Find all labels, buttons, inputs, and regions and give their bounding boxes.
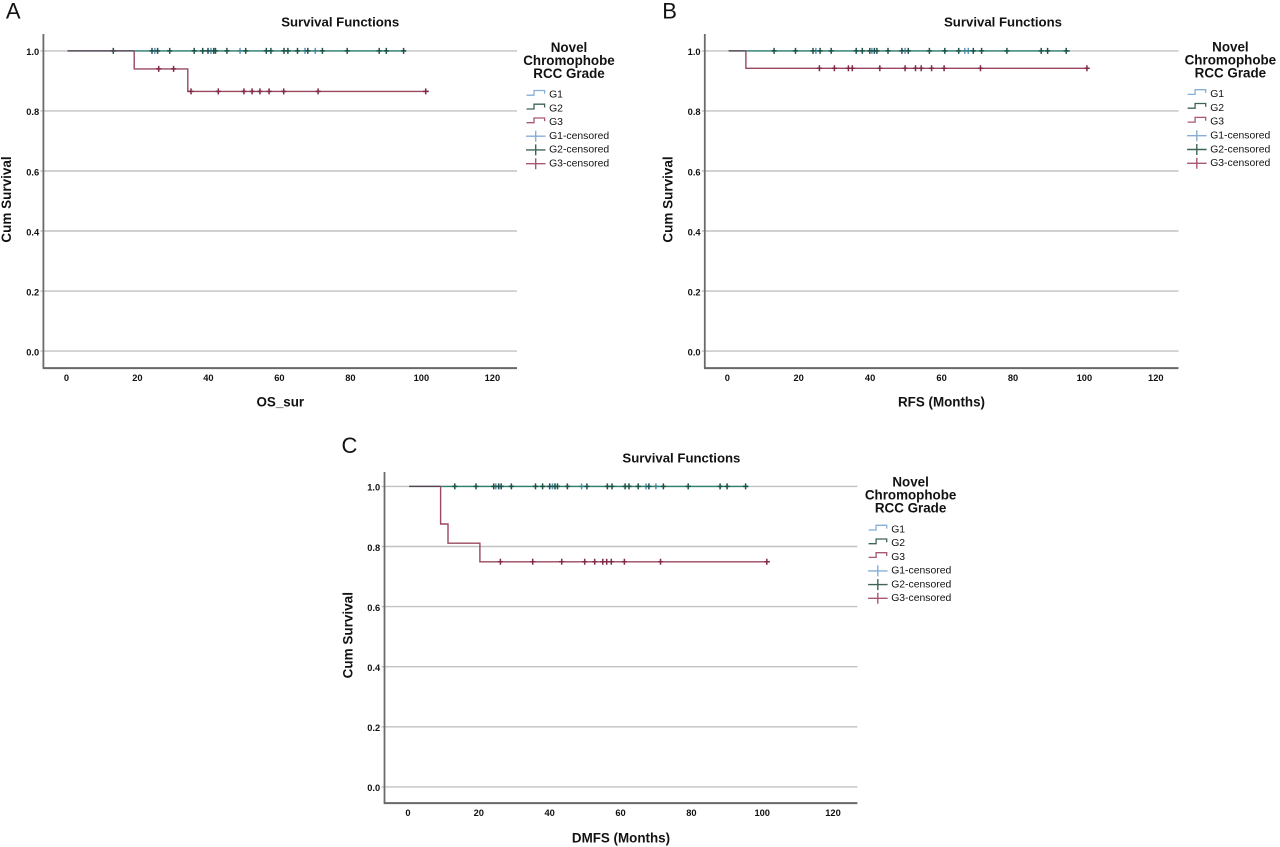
svg-text:RCC Grade: RCC Grade	[875, 501, 946, 516]
svg-text:G2-censored: G2-censored	[891, 579, 951, 590]
svg-text:G2: G2	[549, 104, 563, 115]
svg-text:G1: G1	[891, 525, 905, 536]
svg-text:G1: G1	[1210, 89, 1224, 100]
svg-text:DMFS (Months): DMFS (Months)	[572, 831, 670, 846]
svg-text:0: 0	[405, 808, 410, 818]
svg-text:0.2: 0.2	[26, 287, 39, 297]
svg-text:0.8: 0.8	[367, 543, 380, 553]
svg-text:0.0: 0.0	[26, 347, 39, 357]
svg-text:0.6: 0.6	[26, 167, 39, 177]
svg-text:80: 80	[686, 808, 696, 818]
svg-text:G2: G2	[1210, 103, 1224, 114]
svg-text:0: 0	[64, 373, 69, 383]
svg-text:0.2: 0.2	[367, 723, 380, 733]
svg-text:G3-censored: G3-censored	[891, 593, 951, 604]
svg-text:G2-censored: G2-censored	[549, 145, 609, 156]
svg-text:RCC Grade: RCC Grade	[533, 66, 604, 81]
svg-text:B: B	[662, 0, 677, 23]
svg-text:A: A	[6, 0, 21, 23]
svg-text:G3: G3	[1210, 117, 1224, 128]
svg-text:20: 20	[474, 808, 484, 818]
svg-text:G3: G3	[891, 552, 905, 563]
svg-text:40: 40	[545, 808, 555, 818]
svg-text:Chromophobe: Chromophobe	[1185, 53, 1277, 68]
svg-text:Cum Survival: Cum Survival	[661, 156, 676, 242]
svg-text:G3: G3	[549, 117, 563, 128]
svg-text:1.0: 1.0	[367, 483, 380, 493]
svg-text:0.2: 0.2	[688, 287, 701, 297]
svg-text:120: 120	[1148, 373, 1164, 383]
svg-text:100: 100	[754, 808, 770, 818]
svg-text:G3-censored: G3-censored	[549, 158, 609, 169]
svg-text:40: 40	[865, 373, 875, 383]
svg-text:120: 120	[825, 808, 841, 818]
svg-text:20: 20	[132, 373, 142, 383]
svg-text:1.0: 1.0	[26, 47, 39, 57]
svg-text:100: 100	[414, 373, 430, 383]
svg-text:G2-censored: G2-censored	[1210, 144, 1270, 155]
svg-text:Cum Survival: Cum Survival	[341, 592, 356, 678]
svg-text:Novel: Novel	[551, 40, 587, 55]
svg-text:Novel: Novel	[1212, 40, 1248, 55]
svg-text:80: 80	[345, 373, 355, 383]
svg-text:0.6: 0.6	[688, 167, 701, 177]
svg-text:Chromophobe: Chromophobe	[523, 53, 615, 68]
svg-text:RCC Grade: RCC Grade	[1195, 66, 1266, 81]
svg-text:Survival Functions: Survival Functions	[281, 15, 399, 30]
svg-text:0.8: 0.8	[26, 107, 39, 117]
svg-text:0.6: 0.6	[367, 603, 380, 613]
svg-text:OS_sur: OS_sur	[256, 394, 304, 409]
svg-text:60: 60	[274, 373, 284, 383]
svg-text:40: 40	[203, 373, 213, 383]
svg-text:Cum Survival: Cum Survival	[0, 156, 14, 242]
svg-text:Survival Functions: Survival Functions	[944, 15, 1062, 30]
svg-text:0.4: 0.4	[367, 663, 381, 673]
svg-text:G1-censored: G1-censored	[1210, 130, 1270, 141]
svg-text:Survival Functions: Survival Functions	[622, 450, 740, 465]
svg-text:RFS (Months): RFS (Months)	[898, 394, 985, 409]
svg-text:100: 100	[1077, 373, 1093, 383]
svg-text:G3-censored: G3-censored	[1210, 158, 1270, 169]
svg-text:Chromophobe: Chromophobe	[865, 488, 957, 503]
svg-text:80: 80	[1008, 373, 1018, 383]
svg-text:Novel: Novel	[892, 475, 928, 490]
svg-text:C: C	[342, 433, 358, 458]
svg-text:20: 20	[794, 373, 804, 383]
svg-text:G2: G2	[891, 538, 905, 549]
svg-text:60: 60	[615, 808, 625, 818]
svg-text:60: 60	[936, 373, 946, 383]
svg-text:0.0: 0.0	[367, 783, 380, 793]
svg-text:1.0: 1.0	[688, 47, 701, 57]
svg-text:0.4: 0.4	[26, 227, 40, 237]
svg-text:0.4: 0.4	[688, 227, 702, 237]
svg-text:G1-censored: G1-censored	[549, 131, 609, 142]
svg-text:120: 120	[485, 373, 501, 383]
svg-text:0.8: 0.8	[688, 107, 701, 117]
svg-text:G1-censored: G1-censored	[891, 566, 951, 577]
svg-text:G1: G1	[549, 90, 563, 101]
svg-text:0.0: 0.0	[688, 347, 701, 357]
svg-text:0: 0	[725, 373, 730, 383]
